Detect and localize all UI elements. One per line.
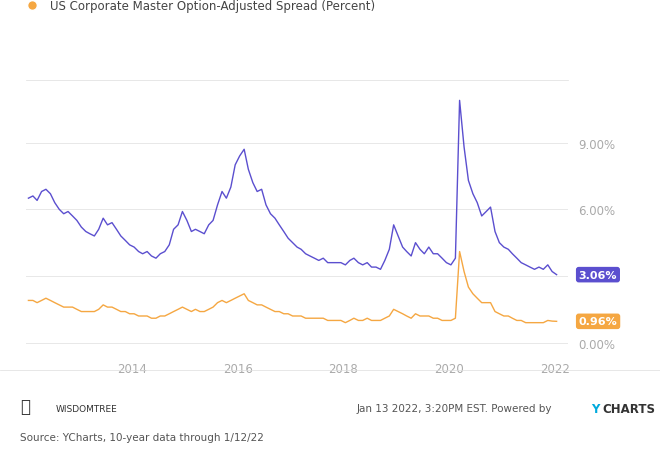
Text: 3.06%: 3.06%: [579, 270, 617, 280]
Text: CHARTS: CHARTS: [603, 402, 655, 414]
Text: WISDOMTREE: WISDOMTREE: [56, 404, 118, 413]
Text: Y: Y: [591, 402, 599, 414]
Text: 🌳: 🌳: [20, 397, 30, 415]
Text: Source: YCharts, 10-year data through 1/12/22: Source: YCharts, 10-year data through 1/…: [20, 433, 264, 442]
Text: Jan 13 2022, 3:20PM EST. Powered by: Jan 13 2022, 3:20PM EST. Powered by: [356, 403, 555, 413]
Legend: US High Yield Master II Option-Adjusted Spread (Percent), US Corporate Master Op: US High Yield Master II Option-Adjusted …: [16, 0, 390, 18]
Text: 0.96%: 0.96%: [579, 317, 618, 327]
